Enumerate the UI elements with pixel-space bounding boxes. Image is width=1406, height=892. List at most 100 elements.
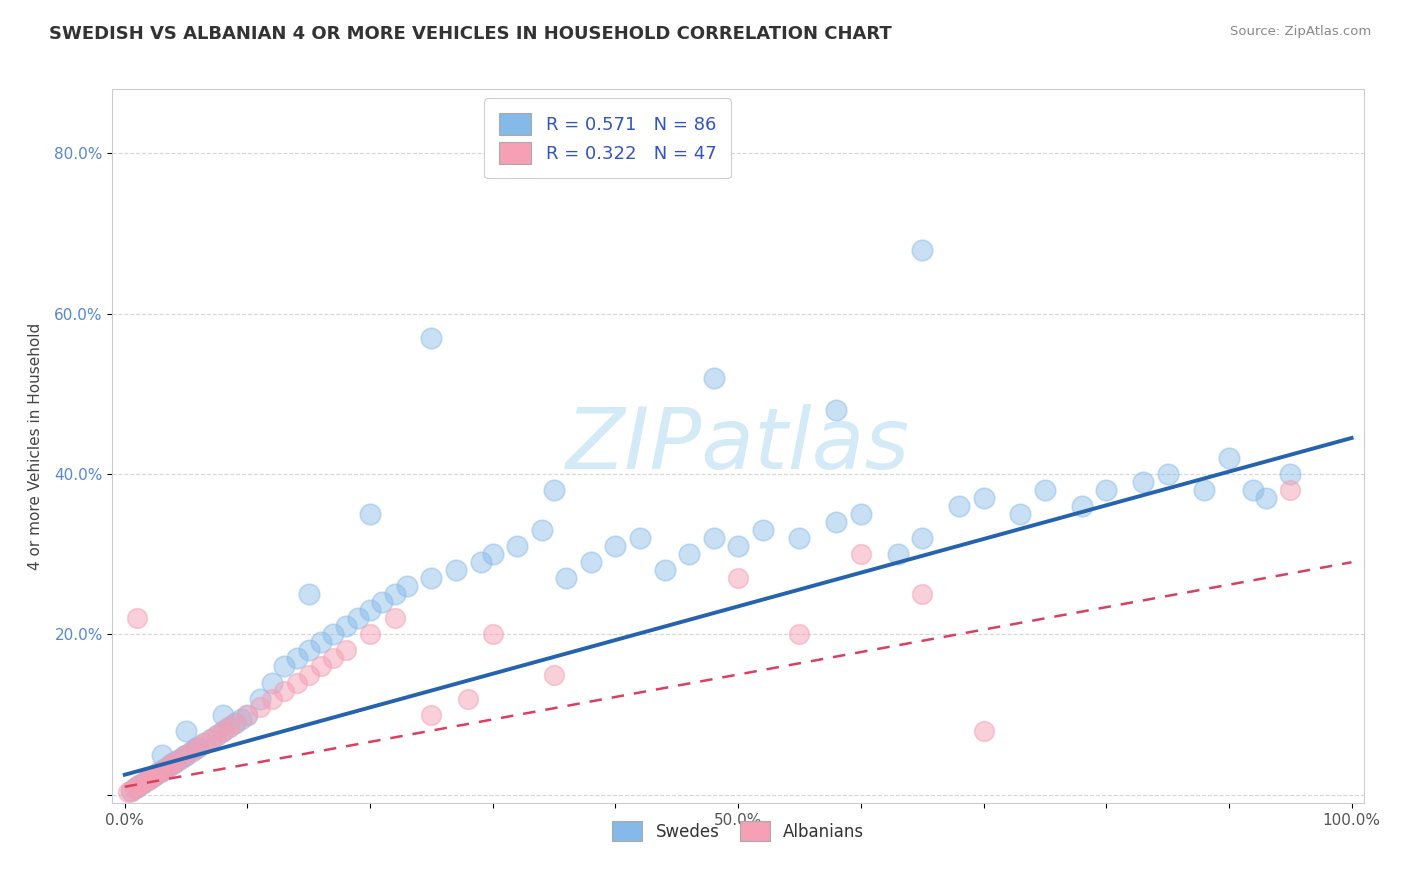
Point bbox=[120, 784, 142, 798]
Point bbox=[1156, 467, 1178, 481]
Point bbox=[628, 531, 651, 545]
Point bbox=[825, 515, 848, 529]
Point bbox=[141, 770, 163, 784]
Point bbox=[249, 691, 271, 706]
Point bbox=[205, 728, 228, 742]
Point bbox=[1279, 483, 1302, 497]
Point bbox=[605, 539, 627, 553]
Point bbox=[727, 571, 749, 585]
Point bbox=[285, 675, 308, 690]
Point bbox=[1033, 483, 1056, 497]
Point bbox=[145, 768, 167, 782]
Point bbox=[1070, 499, 1092, 513]
Point bbox=[135, 773, 157, 788]
Point bbox=[260, 675, 283, 690]
Point bbox=[150, 764, 173, 778]
Point bbox=[169, 752, 191, 766]
Point bbox=[218, 720, 240, 734]
Point bbox=[1279, 467, 1302, 481]
Point bbox=[200, 731, 222, 746]
Point bbox=[322, 651, 344, 665]
Point bbox=[359, 507, 381, 521]
Point bbox=[1254, 491, 1277, 505]
Point bbox=[205, 728, 228, 742]
Point bbox=[543, 483, 565, 497]
Point bbox=[184, 741, 207, 756]
Point bbox=[309, 659, 332, 673]
Point bbox=[911, 587, 934, 601]
Point bbox=[141, 770, 163, 784]
Point bbox=[347, 611, 370, 625]
Point bbox=[169, 752, 191, 766]
Point bbox=[789, 531, 811, 545]
Legend: Swedes, Albanians: Swedes, Albanians bbox=[606, 814, 870, 848]
Point bbox=[148, 765, 170, 780]
Point bbox=[849, 507, 872, 521]
Point bbox=[117, 785, 139, 799]
Point bbox=[124, 781, 146, 796]
Point bbox=[1241, 483, 1264, 497]
Point bbox=[132, 776, 155, 790]
Point bbox=[678, 547, 700, 561]
Point bbox=[420, 707, 443, 722]
Point bbox=[751, 523, 773, 537]
Point bbox=[444, 563, 467, 577]
Point bbox=[420, 331, 443, 345]
Point bbox=[703, 371, 725, 385]
Point bbox=[395, 579, 418, 593]
Point bbox=[212, 723, 235, 738]
Point bbox=[138, 772, 160, 786]
Point bbox=[825, 403, 848, 417]
Point bbox=[948, 499, 970, 513]
Point bbox=[654, 563, 676, 577]
Point bbox=[886, 547, 908, 561]
Point bbox=[236, 707, 259, 722]
Point bbox=[174, 747, 197, 762]
Point bbox=[298, 667, 321, 681]
Point bbox=[371, 595, 394, 609]
Text: ZIPatlas: ZIPatlas bbox=[567, 404, 910, 488]
Point bbox=[1218, 450, 1240, 465]
Point bbox=[359, 627, 381, 641]
Point bbox=[212, 723, 235, 738]
Point bbox=[457, 691, 479, 706]
Point bbox=[174, 747, 197, 762]
Point bbox=[156, 760, 179, 774]
Point bbox=[135, 773, 157, 788]
Point bbox=[125, 611, 148, 625]
Point bbox=[481, 547, 503, 561]
Point bbox=[224, 715, 246, 730]
Point bbox=[555, 571, 578, 585]
Point bbox=[384, 611, 406, 625]
Point bbox=[124, 781, 146, 796]
Point bbox=[153, 762, 176, 776]
Point bbox=[789, 627, 811, 641]
Point bbox=[973, 491, 995, 505]
Point bbox=[911, 243, 934, 257]
Point bbox=[911, 531, 934, 545]
Point bbox=[298, 587, 321, 601]
Point bbox=[125, 780, 148, 794]
Point bbox=[1010, 507, 1032, 521]
Point bbox=[309, 635, 332, 649]
Point bbox=[543, 667, 565, 681]
Point bbox=[579, 555, 602, 569]
Point bbox=[148, 765, 170, 780]
Point bbox=[193, 736, 215, 750]
Point bbox=[218, 720, 240, 734]
Point bbox=[150, 764, 173, 778]
Point bbox=[260, 691, 283, 706]
Point bbox=[470, 555, 492, 569]
Point bbox=[224, 715, 246, 730]
Point bbox=[160, 757, 183, 772]
Point bbox=[727, 539, 749, 553]
Text: Source: ZipAtlas.com: Source: ZipAtlas.com bbox=[1230, 25, 1371, 38]
Text: SWEDISH VS ALBANIAN 4 OR MORE VEHICLES IN HOUSEHOLD CORRELATION CHART: SWEDISH VS ALBANIAN 4 OR MORE VEHICLES I… bbox=[49, 25, 891, 43]
Point bbox=[359, 603, 381, 617]
Point bbox=[273, 683, 295, 698]
Point bbox=[145, 768, 167, 782]
Point bbox=[156, 760, 179, 774]
Point bbox=[187, 739, 209, 754]
Point bbox=[231, 712, 253, 726]
Point bbox=[273, 659, 295, 673]
